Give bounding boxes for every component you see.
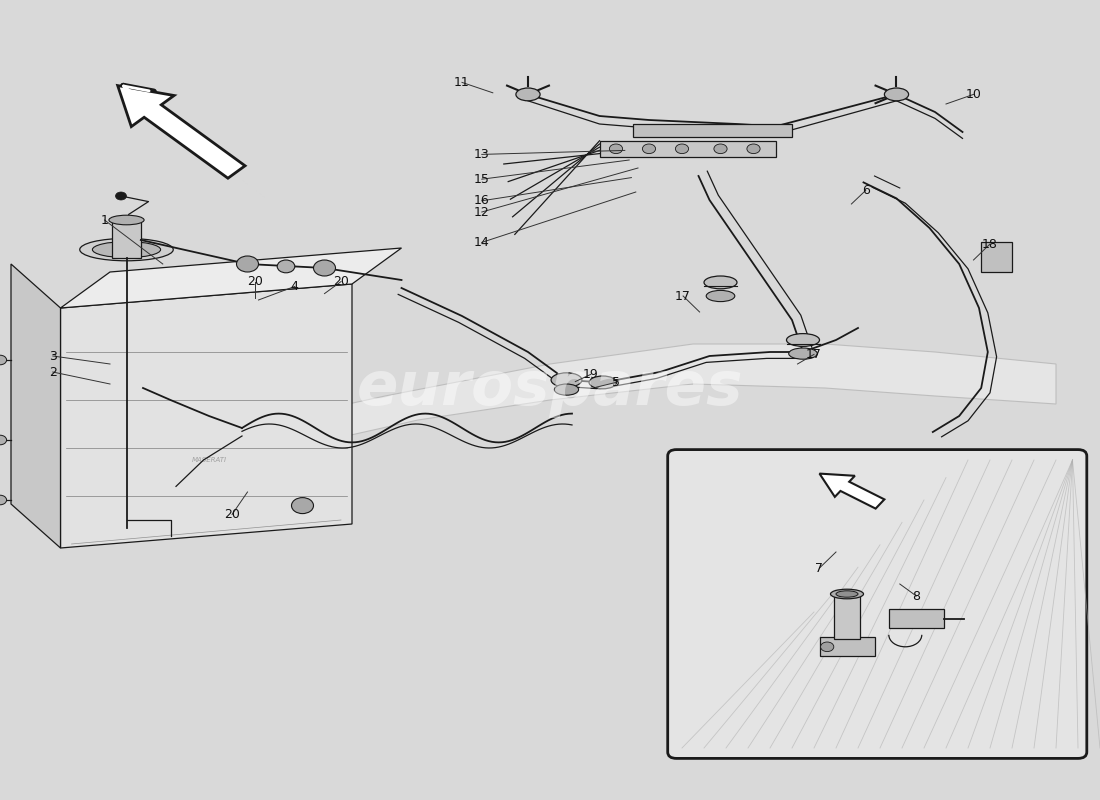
Ellipse shape [786,334,820,346]
Text: 15: 15 [474,173,490,186]
Polygon shape [834,594,860,638]
Text: 17: 17 [806,348,822,361]
Ellipse shape [789,348,817,359]
Text: 4: 4 [290,280,299,293]
Text: 19: 19 [583,368,598,381]
Ellipse shape [92,242,161,258]
Circle shape [675,144,689,154]
Polygon shape [600,141,775,157]
Text: 20: 20 [224,508,240,521]
Text: 14: 14 [474,236,490,249]
Text: 12: 12 [474,206,490,218]
Text: MASERATI: MASERATI [191,457,227,463]
FancyArrow shape [118,86,245,178]
Text: 1: 1 [100,214,109,226]
Circle shape [277,260,295,273]
Text: 8: 8 [912,590,921,602]
Text: 2: 2 [48,366,57,378]
Text: 16: 16 [474,194,490,207]
Text: 20: 20 [248,275,263,288]
Circle shape [314,260,336,276]
FancyArrow shape [820,474,884,509]
Ellipse shape [706,290,735,302]
Circle shape [116,192,127,200]
Circle shape [0,355,7,365]
Ellipse shape [884,88,909,101]
Text: 13: 13 [474,148,490,161]
FancyBboxPatch shape [668,450,1087,758]
Text: 17: 17 [675,290,691,302]
Ellipse shape [109,215,144,225]
Ellipse shape [554,384,579,395]
Ellipse shape [704,276,737,289]
Circle shape [821,642,834,651]
Text: 5: 5 [612,376,620,389]
Polygon shape [11,264,60,548]
Circle shape [642,144,656,154]
Circle shape [0,435,7,445]
Polygon shape [632,124,792,137]
Ellipse shape [79,238,174,261]
Circle shape [609,144,623,154]
Circle shape [747,144,760,154]
Text: 3: 3 [48,350,57,362]
Ellipse shape [830,589,864,598]
Text: 18: 18 [982,238,998,250]
Text: 10: 10 [966,88,981,101]
Ellipse shape [516,88,540,101]
Circle shape [714,144,727,154]
Polygon shape [112,220,141,258]
Ellipse shape [551,373,582,387]
Polygon shape [981,242,1012,272]
Polygon shape [60,284,352,548]
Text: 7: 7 [815,562,824,574]
Polygon shape [60,248,402,308]
Text: eurospares: eurospares [356,358,744,418]
Text: 6: 6 [861,184,870,197]
Text: 11: 11 [454,76,470,89]
Polygon shape [889,610,944,629]
Circle shape [236,256,258,272]
Ellipse shape [590,376,617,389]
Ellipse shape [836,590,858,597]
Circle shape [292,498,313,514]
Circle shape [0,495,7,505]
PathPatch shape [110,344,1056,480]
Text: 20: 20 [333,275,349,288]
Polygon shape [820,637,874,656]
